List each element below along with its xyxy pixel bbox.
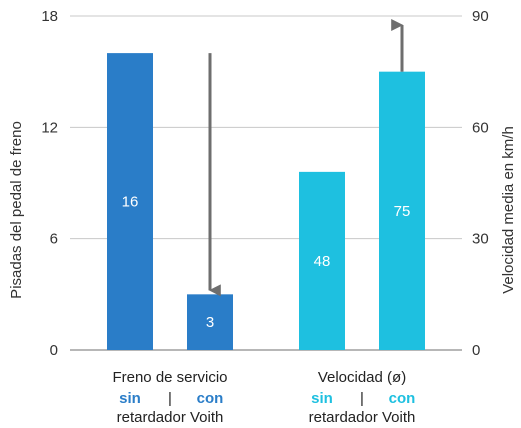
right-tick-label: 0	[472, 342, 480, 359]
tick-labels: 0 6 12 18 0 30 60 90	[41, 8, 488, 359]
bar-velocidad-con	[379, 71, 425, 351]
separator: |	[168, 390, 172, 407]
left-tick-label: 18	[41, 8, 58, 25]
con-label: con	[389, 390, 416, 407]
left-tick-label: 12	[41, 119, 58, 136]
bar-value-label: 48	[314, 253, 331, 270]
left-tick-label: 6	[50, 231, 58, 248]
right-tick-label: 60	[472, 119, 489, 136]
group-title: Freno de servicio	[112, 369, 227, 386]
bar-freno-con	[187, 294, 233, 350]
group-subtitle: retardador Voith	[309, 409, 416, 426]
group-subtitle: retardador Voith	[117, 409, 224, 426]
right-tick-label: 90	[472, 8, 489, 25]
arrows	[208, 19, 404, 297]
left-axis-title: Pisadas del pedal de freno	[8, 121, 25, 299]
right-tick-label: 30	[472, 231, 489, 248]
bar-freno-sin	[107, 53, 153, 350]
bar-value-label: 16	[122, 194, 139, 211]
bar-value-label: 75	[394, 203, 411, 220]
separator: |	[360, 390, 364, 407]
con-label: con	[197, 390, 224, 407]
group-title: Velocidad (ø)	[318, 369, 406, 386]
left-tick-label: 0	[50, 342, 58, 359]
bar-velocidad-sin	[299, 171, 345, 350]
bars: 16 3 48 75	[107, 53, 425, 351]
sin-label: sin	[119, 390, 141, 407]
category-labels: Freno de servicio sin | con retardador Voith…	[112, 369, 415, 426]
sin-label: sin	[311, 390, 333, 407]
right-axis-title: Velocidad media en km/h	[500, 126, 517, 294]
bar-value-label: 3	[206, 314, 214, 331]
